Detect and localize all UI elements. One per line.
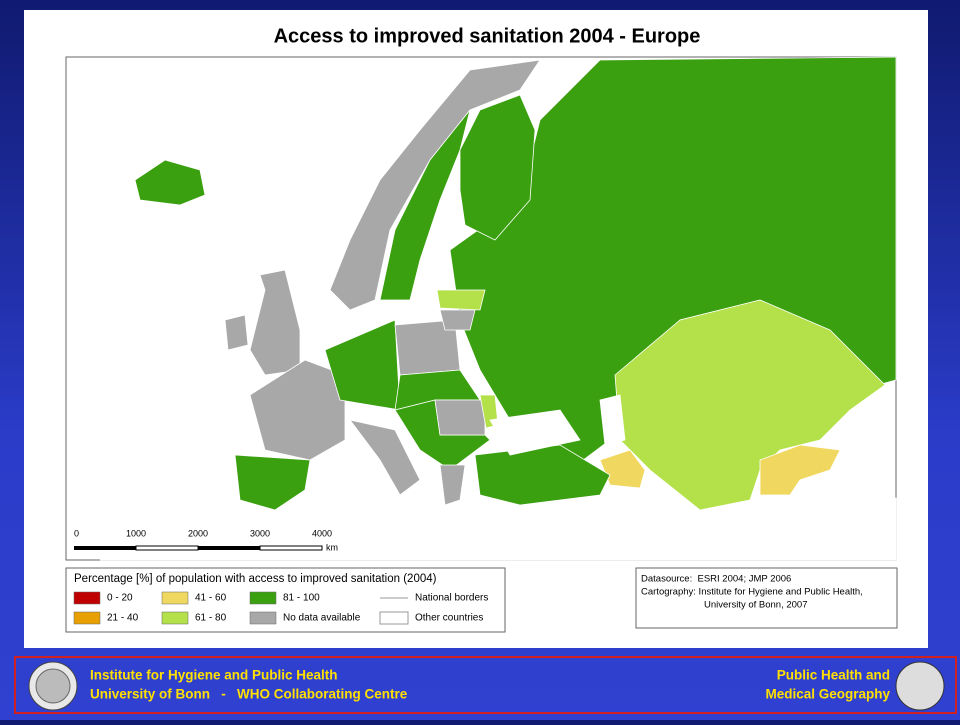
legend-swatch xyxy=(73,591,101,605)
other-sample xyxy=(379,611,409,625)
source-box xyxy=(635,567,898,629)
iceland xyxy=(134,159,206,206)
scale-segment xyxy=(198,546,260,550)
ireland xyxy=(224,314,249,351)
legend-label: No data available xyxy=(283,613,361,624)
scale-unit: km xyxy=(326,542,338,552)
uk xyxy=(249,269,301,376)
legend-label: 81 - 100 xyxy=(283,593,320,604)
source-line: University of Bonn, 2007 xyxy=(704,600,808,611)
turkey xyxy=(474,444,611,506)
legend-box xyxy=(65,567,506,633)
italy xyxy=(349,419,421,496)
scale-label: 0 xyxy=(74,528,79,538)
legend-label: National borders xyxy=(415,593,488,604)
scale-label: 2000 xyxy=(188,528,208,538)
turkmenistan xyxy=(599,449,646,489)
lithuania xyxy=(439,309,476,331)
legend-title: Percentage [%] of population with access… xyxy=(74,573,437,585)
scale-label: 1000 xyxy=(126,528,146,538)
legend-label: 61 - 80 xyxy=(195,613,227,624)
footer-frame xyxy=(14,656,957,714)
iberia xyxy=(234,454,311,511)
caspian-sea xyxy=(599,394,626,446)
scale-segment xyxy=(259,545,323,551)
black-sea xyxy=(489,409,581,456)
bonn-logo-inner xyxy=(35,668,71,704)
scale-segment xyxy=(74,546,136,550)
kyrgyz-tajik xyxy=(759,444,841,496)
legend-swatch xyxy=(249,591,277,605)
finland xyxy=(459,94,536,241)
source-line: Cartography: Institute for Hygiene and P… xyxy=(641,587,863,598)
legend: 0 - 20 21 - 40 41 - 60 61 - 80 81 - 100 No da… xyxy=(73,591,488,625)
legend-label: 21 - 40 xyxy=(107,613,139,624)
footer-right: Public Health and xyxy=(777,668,890,683)
greece xyxy=(439,464,466,506)
romania xyxy=(434,399,486,436)
map xyxy=(99,56,897,561)
scale-segment xyxy=(135,545,199,551)
scale-bar: km 0 1000 2000 3000 4000 xyxy=(74,528,338,552)
other-countries xyxy=(99,497,897,561)
footer-left: Institute for Hygiene and Public Health xyxy=(90,668,338,683)
title: Access to improved sanitation 2004 - Eur… xyxy=(274,25,701,47)
footer-right: Medical Geography xyxy=(765,687,890,702)
legend-label: Other countries xyxy=(415,613,483,624)
footer-left: University of Bonn - WHO Collaborating C… xyxy=(90,687,408,702)
scale-label: 4000 xyxy=(312,528,332,538)
legend-label: 41 - 60 xyxy=(195,593,227,604)
scale-label: 3000 xyxy=(250,528,270,538)
legend-swatch xyxy=(161,591,189,605)
geo-logo xyxy=(895,661,945,711)
france xyxy=(249,359,346,461)
legend-swatch xyxy=(249,611,277,625)
legend-swatch xyxy=(161,611,189,625)
source-line: Datasource: ESRI 2004; JMP 2006 xyxy=(641,574,791,585)
legend-swatch xyxy=(73,611,101,625)
norway xyxy=(329,59,541,311)
latvia xyxy=(436,289,486,311)
legend-label: 0 - 20 xyxy=(107,593,133,604)
